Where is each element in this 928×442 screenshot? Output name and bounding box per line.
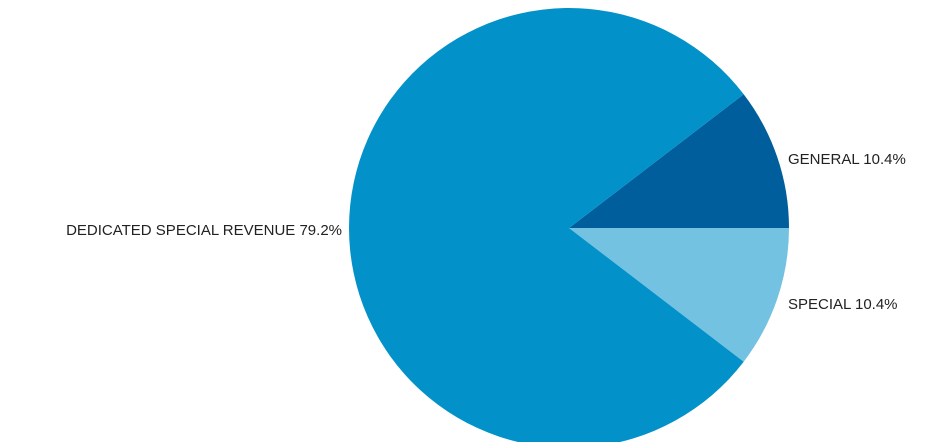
pie-slice-special xyxy=(569,228,789,362)
label-special: SPECIAL 10.4% xyxy=(788,296,898,313)
label-general: GENERAL 10.4% xyxy=(788,151,906,168)
pie-slice-general xyxy=(569,94,789,228)
pie-labels: GENERAL 10.4% SPECIAL 10.4% DEDICATED SPEC… xyxy=(66,151,906,313)
pie-slice-dedicated-special-revenue xyxy=(349,8,744,442)
label-dedicated-special-revenue: DEDICATED SPECIAL REVENUE 79.2% xyxy=(66,222,342,239)
pie-slices xyxy=(349,8,789,442)
